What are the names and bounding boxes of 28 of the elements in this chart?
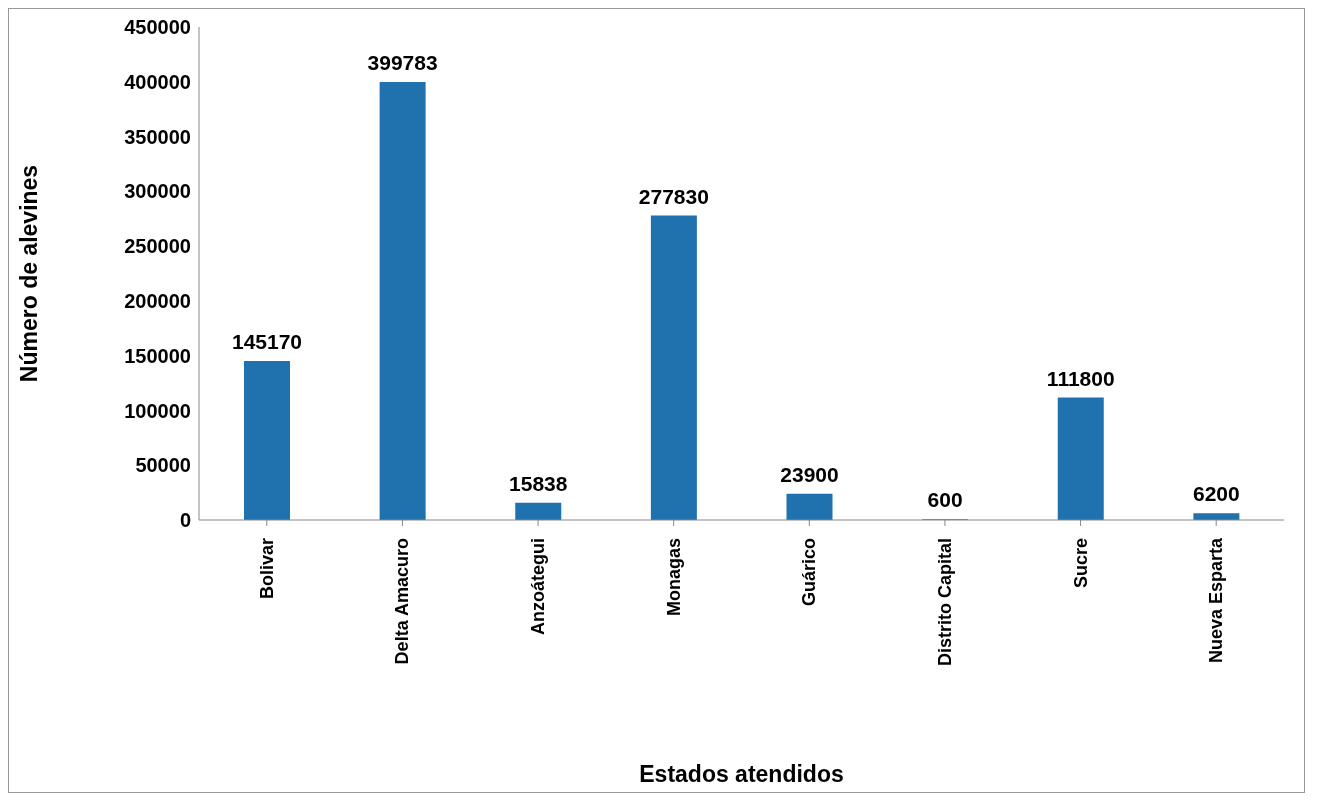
data-label: 600: [927, 488, 963, 512]
x-tick-label: Monagas: [663, 538, 684, 617]
y-tick-label: 50000: [135, 454, 191, 477]
x-axis-title: Estados atendidos: [639, 761, 844, 787]
x-tick-label: Sucre: [1070, 538, 1091, 589]
x-tick-label: Bolivar: [256, 538, 277, 600]
data-label: 111800: [1046, 366, 1115, 390]
data-label: 399783: [367, 51, 438, 75]
x-tick-label: Anzoátegui: [528, 538, 549, 635]
x-tick-label: Nueva Esparta: [1206, 537, 1227, 664]
y-tick-label: 150000: [124, 344, 191, 367]
y-tick-label: 100000: [124, 399, 191, 422]
y-axis-title: Número de alevines: [16, 164, 43, 383]
data-label: 15838: [509, 471, 568, 495]
y-tick-label: 400000: [124, 70, 191, 93]
x-tick-label: Guárico: [799, 538, 820, 607]
x-tick-label: Delta Amacuro: [392, 538, 413, 665]
data-label: 23900: [780, 462, 839, 486]
y-tick-label: 450000: [124, 16, 191, 39]
y-tick-label: 200000: [124, 289, 191, 312]
data-label: 145170: [231, 329, 303, 353]
y-tick-label: 250000: [124, 235, 191, 258]
data-label: 6200: [1193, 482, 1240, 506]
y-tick-label: 300000: [124, 180, 191, 203]
y-tick-label: 350000: [124, 125, 191, 148]
data-label: 277830: [638, 184, 709, 208]
y-tick-label: 0: [179, 509, 191, 532]
x-tick-label: Distrito Capital: [934, 538, 955, 667]
